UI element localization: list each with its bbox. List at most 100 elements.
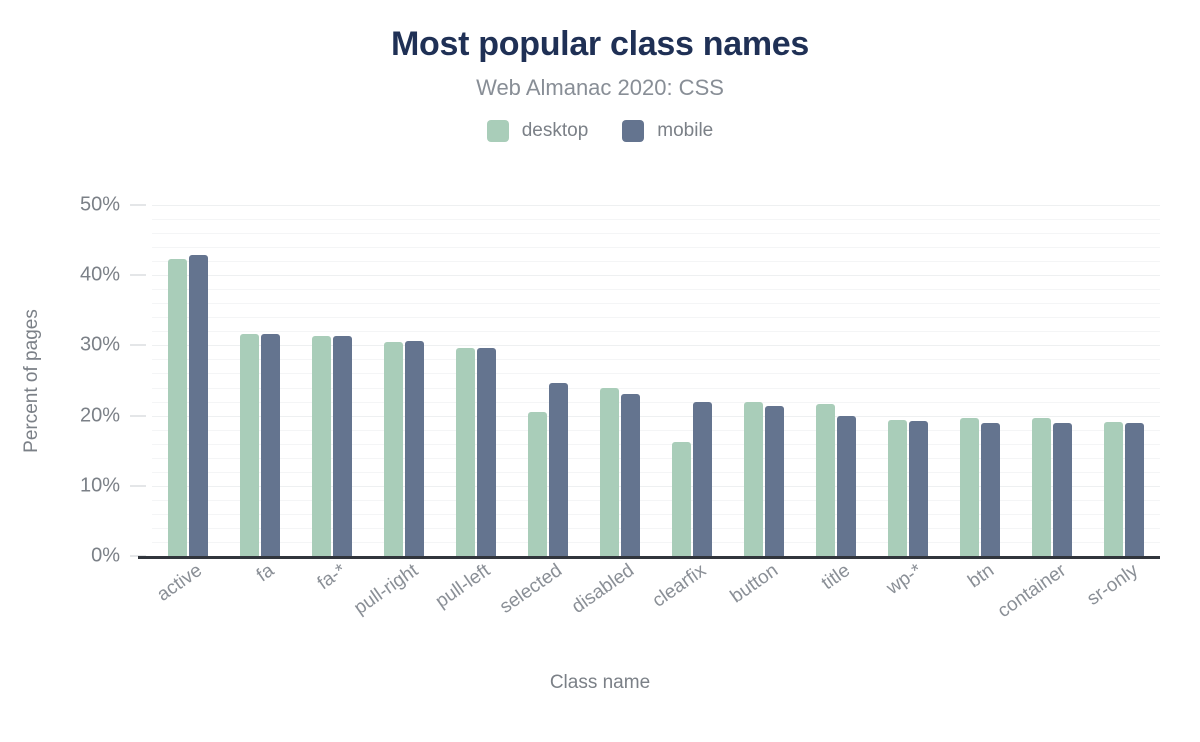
bars-layer [152, 205, 1160, 556]
x-tick-label: selected [496, 560, 567, 618]
x-tick-label: clearfix [648, 560, 711, 612]
bar-group[interactable] [512, 205, 584, 556]
y-tick-label: 40% [79, 263, 120, 286]
x-tick-label: pull-left [431, 560, 495, 613]
bar-desktop[interactable] [240, 334, 259, 556]
x-tick-label: fa-* [313, 560, 351, 595]
gridline [152, 205, 1160, 206]
bar-desktop[interactable] [384, 341, 403, 556]
bar-group[interactable] [728, 205, 800, 556]
x-axis-title: Class name [549, 672, 651, 693]
gridline [152, 429, 1160, 431]
plot-area [138, 205, 1160, 559]
gridline [152, 541, 1160, 543]
bar-mobile[interactable] [837, 416, 856, 556]
x-tick-label: sr-only [1083, 560, 1143, 610]
bar-mobile[interactable] [405, 341, 424, 556]
bar-desktop[interactable] [600, 387, 619, 556]
bar-mobile[interactable] [981, 422, 1000, 556]
bar-mobile[interactable] [1125, 422, 1144, 556]
bar-desktop[interactable] [168, 259, 187, 556]
bar-mobile[interactable] [189, 254, 208, 556]
bar-group[interactable] [296, 205, 368, 556]
bar-mobile[interactable] [477, 348, 496, 556]
y-tick-label: 30% [79, 333, 120, 356]
legend-swatch-desktop [486, 119, 509, 142]
bar-desktop[interactable] [1032, 418, 1051, 556]
y-tick-mark [130, 344, 146, 346]
bar-group[interactable] [368, 205, 440, 556]
y-tick-mark [130, 415, 146, 417]
bar-group[interactable] [224, 205, 296, 556]
y-tick-mark [130, 204, 146, 206]
legend-item-mobile[interactable]: mobile [622, 119, 714, 142]
bar-mobile[interactable] [549, 383, 568, 556]
gridline [152, 275, 1160, 277]
gridline [152, 401, 1160, 403]
chart-header: Most popular class names Web Almanac 202… [0, 0, 1200, 142]
bar-mobile[interactable] [1053, 422, 1072, 556]
bar-desktop[interactable] [456, 348, 475, 556]
x-tick-label: btn [964, 560, 999, 593]
y-tick-label: 20% [79, 404, 120, 427]
legend-label-mobile: mobile [657, 119, 714, 141]
gridline [152, 303, 1160, 305]
bar-desktop[interactable] [888, 419, 907, 556]
x-tick-label: active [153, 560, 207, 606]
gridline [152, 261, 1160, 263]
y-tick-mark [130, 274, 146, 276]
x-axis-tick-labels: active fa fa-* pull-right pull-left selected d… [152, 560, 1160, 660]
bar-group[interactable] [1016, 205, 1088, 556]
legend-swatch-mobile [622, 119, 645, 142]
bar-group[interactable] [440, 205, 512, 556]
bar-group[interactable] [872, 205, 944, 556]
x-tick-label: title [817, 560, 855, 595]
bar-mobile[interactable] [909, 420, 928, 556]
gridline [152, 415, 1160, 417]
bar-mobile[interactable] [261, 334, 280, 556]
gridline [152, 387, 1160, 389]
y-tick-label: 0% [91, 544, 120, 567]
gridline [152, 331, 1160, 333]
bar-desktop[interactable] [312, 336, 331, 556]
x-tick-label: disabled [568, 560, 639, 618]
gridline [152, 443, 1160, 445]
bar-group[interactable] [152, 205, 224, 556]
x-tick-label: button [726, 560, 783, 608]
gridline [152, 289, 1160, 291]
gridline [152, 219, 1160, 221]
bar-mobile[interactable] [333, 335, 352, 556]
bar-desktop[interactable] [816, 404, 835, 556]
bar-desktop[interactable] [528, 412, 547, 556]
bar-desktop[interactable] [744, 401, 763, 556]
gridline [152, 317, 1160, 319]
gridline [152, 345, 1160, 347]
gridline [152, 233, 1160, 235]
bar-mobile[interactable] [621, 393, 640, 556]
bar-group[interactable] [800, 205, 872, 556]
legend-label-desktop: desktop [521, 119, 589, 141]
bar-desktop[interactable] [672, 442, 691, 556]
legend-item-desktop[interactable]: desktop [486, 119, 589, 142]
y-tick-mark [130, 485, 146, 487]
bar-group[interactable] [584, 205, 656, 556]
chart-legend: desktop mobile [0, 119, 1200, 142]
gridline [152, 457, 1160, 459]
gridline [152, 527, 1160, 529]
x-tick-label: wp-* [882, 560, 927, 600]
bar-group[interactable] [656, 205, 728, 556]
gridline [152, 373, 1160, 375]
bar-mobile[interactable] [693, 402, 712, 556]
gridline [152, 513, 1160, 515]
bar-desktop[interactable] [1104, 421, 1123, 556]
bar-mobile[interactable] [765, 406, 784, 556]
y-tick-label: 50% [79, 193, 120, 216]
y-axis-tick-labels: 0% 10% 20% 30% 40% 50% [0, 194, 146, 567]
bar-desktop[interactable] [960, 418, 979, 556]
bar-group[interactable] [944, 205, 1016, 556]
gridline [152, 471, 1160, 473]
x-tick-label: fa [253, 560, 279, 587]
chart-subtitle: Web Almanac 2020: CSS [476, 75, 724, 101]
bar-group[interactable] [1088, 205, 1160, 556]
gridlines [152, 205, 1160, 557]
